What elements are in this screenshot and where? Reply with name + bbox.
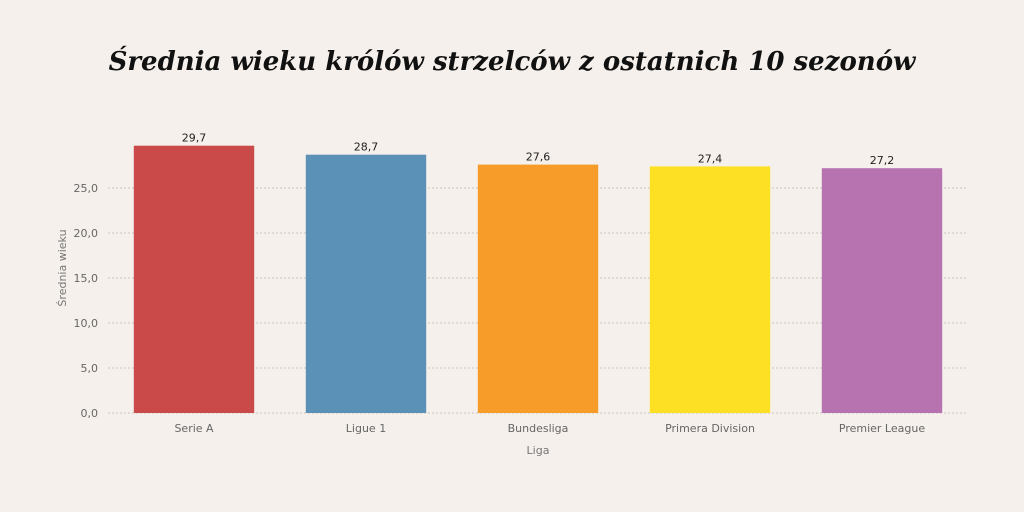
x-tick-label: Premier League	[839, 422, 925, 435]
y-tick-label: 10,0	[74, 317, 99, 330]
data-label: 29,7	[182, 132, 207, 145]
y-tick-label: 5,0	[81, 362, 99, 375]
x-tick-label: Serie A	[174, 422, 214, 435]
y-tick-label: 0,0	[81, 407, 99, 420]
x-tick-label: Ligue 1	[346, 422, 386, 435]
x-tick-label: Bundesliga	[508, 422, 569, 435]
data-labels: 29,7 28,7 27,6 27,4 27,2	[182, 132, 895, 168]
bars	[133, 145, 943, 413]
y-tick-label: 25,0	[74, 182, 99, 195]
x-tick-label: Primera Division	[665, 422, 755, 435]
y-tick-label: 20,0	[74, 227, 99, 240]
data-label: 27,2	[870, 154, 895, 167]
chart-title: Średnia wieku królów strzelców z ostatni…	[109, 45, 917, 77]
data-label: 28,7	[354, 141, 379, 154]
bar	[649, 166, 771, 413]
y-axis-title: Średnia wieku	[56, 229, 69, 306]
x-axis-ticks: Serie A Ligue 1 Bundesliga Primera Division…	[174, 422, 925, 435]
bar	[133, 145, 255, 413]
bar	[477, 164, 599, 413]
y-axis-ticks: 0,0 5,0 10,0 15,0 20,0 25,0	[74, 182, 99, 420]
data-label: 27,6	[526, 151, 551, 164]
bar	[305, 154, 427, 413]
data-label: 27,4	[698, 152, 723, 165]
x-axis-title: Liga	[527, 444, 550, 457]
y-tick-label: 15,0	[74, 272, 99, 285]
bar	[821, 168, 943, 413]
